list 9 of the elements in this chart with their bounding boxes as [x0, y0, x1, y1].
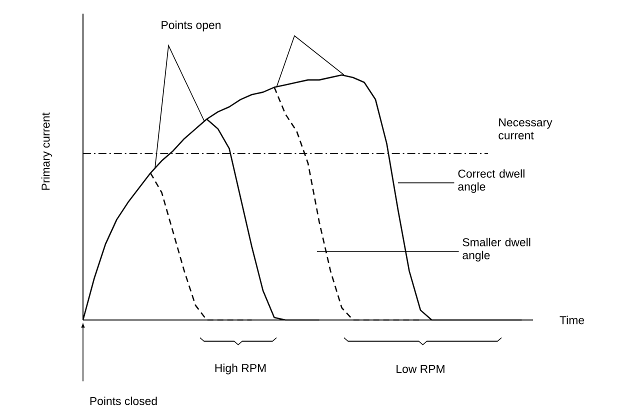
annotation: Correct dwell angle [458, 169, 524, 193]
ref-line-label: Necessary current [498, 118, 552, 140]
text: Points closed [90, 396, 157, 406]
text: High RPM [215, 364, 266, 374]
y-axis-title: Primary current [41, 112, 52, 190]
annotation: Smaller dwell angle [462, 238, 530, 262]
x-axis-title: Time [560, 316, 584, 324]
text: Low RPM [396, 365, 444, 373]
text: Points open [162, 20, 220, 32]
